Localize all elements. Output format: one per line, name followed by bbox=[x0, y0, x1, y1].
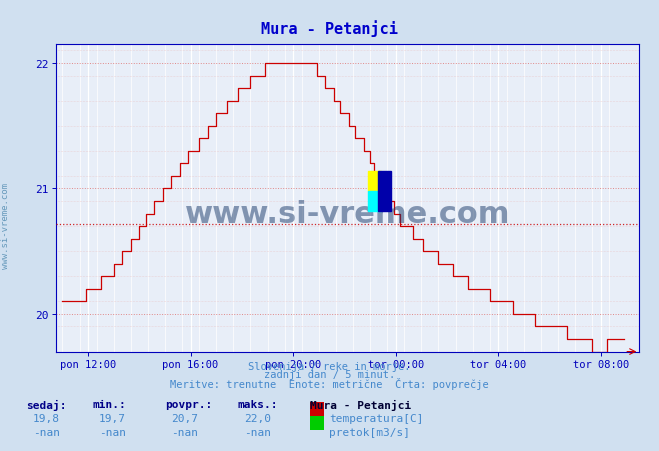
Text: -nan: -nan bbox=[244, 428, 271, 437]
Text: www.si-vreme.com: www.si-vreme.com bbox=[1, 183, 10, 268]
Text: 19,7: 19,7 bbox=[99, 414, 126, 423]
Text: min.:: min.: bbox=[92, 399, 126, 409]
Text: povpr.:: povpr.: bbox=[165, 399, 212, 409]
Text: zadnji dan / 5 minut.: zadnji dan / 5 minut. bbox=[264, 369, 395, 379]
Text: -nan: -nan bbox=[171, 428, 198, 437]
Text: pretok[m3/s]: pretok[m3/s] bbox=[330, 428, 411, 437]
Text: sedaj:: sedaj: bbox=[26, 399, 67, 410]
Text: Mura - Petanjci: Mura - Petanjci bbox=[310, 399, 411, 410]
Text: Slovenija / reke in morje.: Slovenija / reke in morje. bbox=[248, 361, 411, 371]
Bar bbox=[368, 192, 381, 212]
Text: www.si-vreme.com: www.si-vreme.com bbox=[185, 199, 510, 228]
Bar bbox=[368, 171, 381, 192]
Text: 19,8: 19,8 bbox=[33, 414, 60, 423]
Bar bbox=[378, 171, 391, 212]
Text: temperatura[C]: temperatura[C] bbox=[330, 414, 424, 423]
Text: maks.:: maks.: bbox=[237, 399, 277, 409]
Text: -nan: -nan bbox=[99, 428, 126, 437]
Text: -nan: -nan bbox=[33, 428, 60, 437]
Text: Mura - Petanjci: Mura - Petanjci bbox=[261, 20, 398, 37]
Text: Meritve: trenutne  Enote: metrične  Črta: povprečje: Meritve: trenutne Enote: metrične Črta: … bbox=[170, 377, 489, 389]
Text: 20,7: 20,7 bbox=[171, 414, 198, 423]
Text: 22,0: 22,0 bbox=[244, 414, 271, 423]
